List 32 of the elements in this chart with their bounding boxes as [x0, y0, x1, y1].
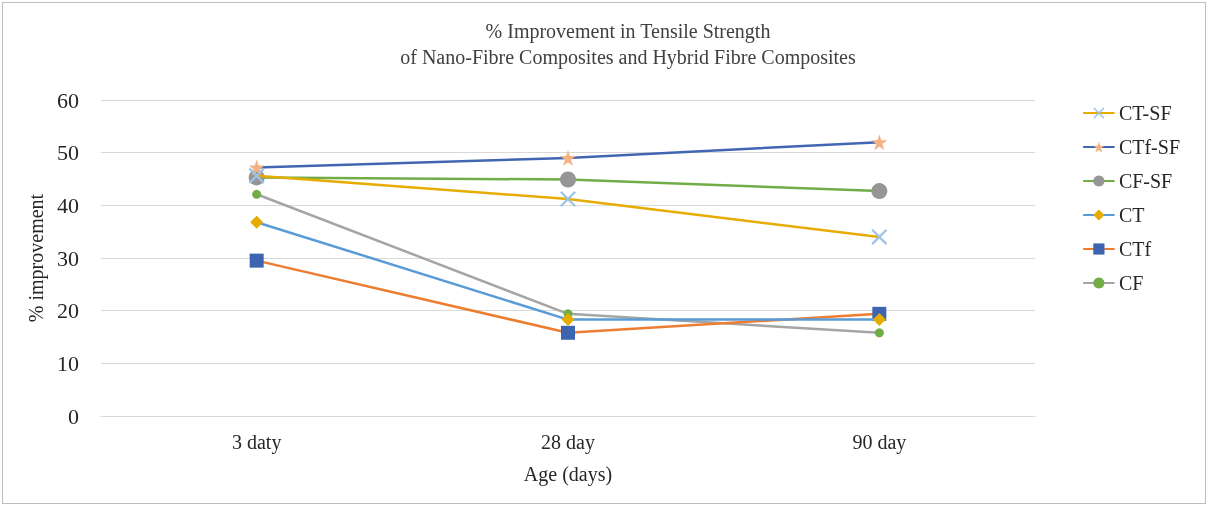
point	[560, 149, 576, 166]
legend-label: CTf	[1118, 238, 1152, 260]
point	[249, 253, 264, 268]
y-tick-label: 60	[57, 87, 79, 113]
x-axis-title: Age (days)	[523, 463, 613, 486]
point	[560, 171, 576, 188]
legend-label: CTf-SF	[1118, 136, 1180, 158]
y-tick-label: 10	[57, 350, 79, 376]
x-tick-label: 90 day	[852, 431, 907, 454]
point	[871, 228, 888, 245]
point	[250, 215, 264, 229]
x-tick-label: 28 day	[541, 431, 595, 454]
point	[252, 189, 262, 199]
y-tick-label: 20	[57, 298, 79, 324]
point	[871, 183, 888, 200]
chart-title: % Improvement in Tensile Strength of Nano-Fibre Composites and Hybrid Fibre Composites	[400, 20, 856, 69]
legend-label: CT-SF	[1118, 102, 1172, 124]
y-axis-title: % improvement	[25, 193, 48, 323]
x-tick-label: 3 daty	[231, 431, 282, 454]
legend-label: CF	[1118, 272, 1144, 294]
y-tick-label: 50	[57, 140, 79, 166]
point	[871, 134, 888, 151]
point	[874, 328, 884, 338]
point	[561, 325, 575, 340]
point	[561, 313, 575, 327]
point	[872, 313, 886, 327]
y-tick-label: 40	[57, 192, 79, 218]
legend-label: CF-SF	[1118, 170, 1173, 192]
legend-label: CT	[1118, 204, 1145, 226]
point	[560, 191, 576, 208]
y-tick-label: 30	[57, 245, 79, 271]
y-tick-label: 0	[68, 403, 79, 429]
